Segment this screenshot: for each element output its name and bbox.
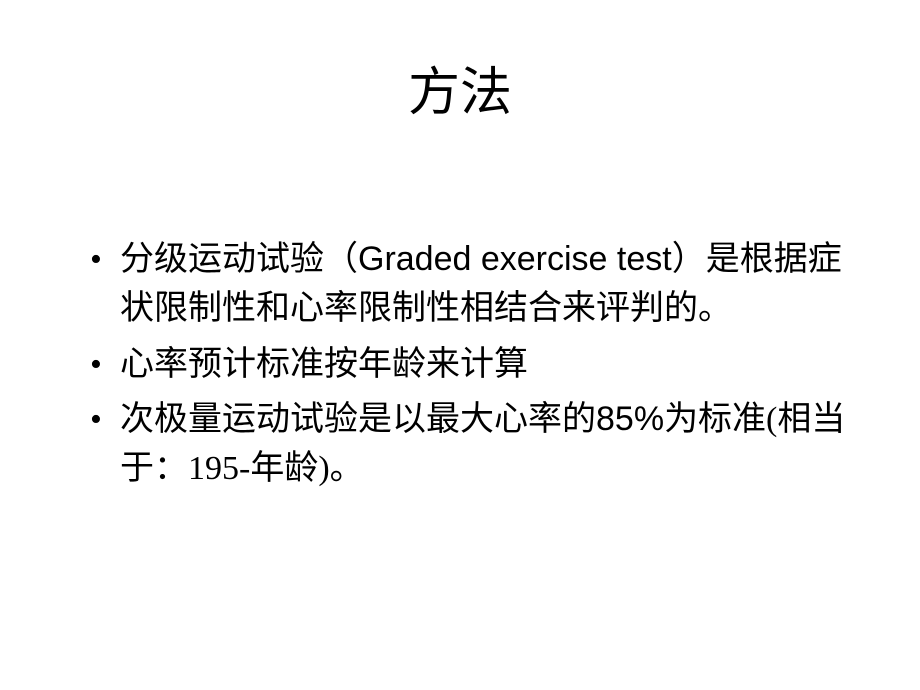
- slide-title: 方法: [70, 50, 850, 125]
- bullet-text-latin: 85%: [596, 400, 664, 438]
- bullet-text-latin: Graded exercise test: [358, 240, 672, 278]
- list-item: 分级运动试验（Graded exercise test）是根据症状限制性和心率限…: [90, 235, 850, 334]
- bullet-list: 分级运动试验（Graded exercise test）是根据症状限制性和心率限…: [70, 235, 850, 499]
- bullet-text-pre: 次极量运动试验是以最大心率的: [120, 401, 596, 438]
- slide-container: 方法 分级运动试验（Graded exercise test）是根据症状限制性和…: [0, 0, 920, 690]
- list-item: 心率预计标准按年龄来计算: [90, 340, 850, 389]
- bullet-text-pre: 心率预计标准按年龄来计算: [120, 346, 528, 383]
- bullet-text-pre: 分级运动试验（: [120, 241, 358, 278]
- list-item: 次极量运动试验是以最大心率的85%为标准(相当于：195-年龄)。: [90, 395, 850, 494]
